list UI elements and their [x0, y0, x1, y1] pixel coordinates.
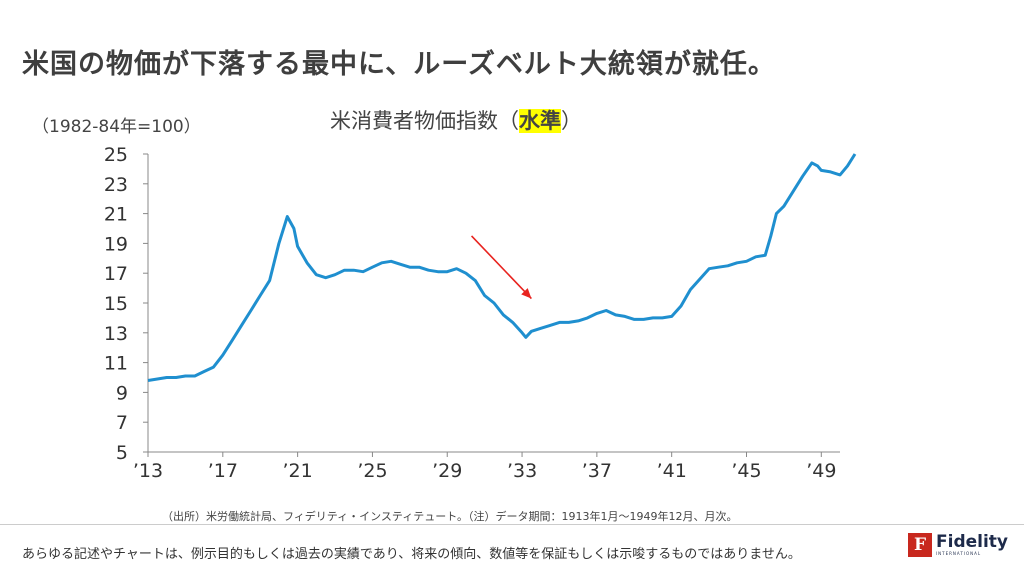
disclaimer-text: あらゆる記述やチャートは、例示目的もしくは過去の実績であり、将来の傾向、数値等を… — [22, 547, 801, 562]
chart-title: 米消費者物価指数（水準） — [330, 105, 582, 135]
cpi-series-line — [147, 153, 857, 382]
y-tick-label: 23 — [104, 174, 128, 196]
x-tick-label: ’41 — [657, 460, 687, 482]
chart-title-suffix: ） — [561, 109, 582, 133]
y-tick-label: 13 — [104, 323, 128, 345]
x-tick-label: ’25 — [357, 460, 387, 482]
source-note: （出所）米労働統計局、フィデリティ・インスティテュート。（注）データ期間：191… — [162, 510, 738, 523]
x-tick-label: ’45 — [731, 460, 761, 482]
y-tick-label: 15 — [104, 293, 128, 315]
y-tick-label: 5 — [116, 442, 128, 464]
x-tick-label: ’17 — [208, 460, 238, 482]
logo-subtitle: INTERNATIONAL — [936, 551, 982, 556]
annotation-arrow-head — [521, 288, 532, 299]
fidelity-logo-icon: F — [908, 533, 932, 557]
y-tick-label: 21 — [104, 204, 128, 226]
chart-title-highlight: 水準 — [519, 109, 561, 133]
x-tick-label: ’29 — [432, 460, 462, 482]
chart-title-prefix: 米消費者物価指数（ — [330, 109, 519, 133]
x-tick-label: ’33 — [507, 460, 537, 482]
x-tick-label: ’13 — [133, 460, 163, 482]
y-axis-unit-label: （1982-84年=100） — [32, 117, 201, 137]
fidelity-logo-wordmark: Fidelity INTERNATIONAL — [936, 534, 1008, 556]
y-tick-label: 9 — [116, 382, 128, 404]
annotation-arrow-line — [470, 235, 532, 300]
y-tick-label: 17 — [104, 263, 128, 285]
slide-title: 米国の物価が下落する最中に、ルーズベルト大統領が就任。 — [22, 49, 776, 80]
footer-divider — [0, 524, 1024, 525]
fidelity-logo: F Fidelity INTERNATIONAL — [908, 533, 1008, 557]
y-tick-label: 7 — [116, 412, 128, 434]
x-tick-label: ’49 — [806, 460, 836, 482]
y-tick-label: 25 — [104, 144, 128, 166]
x-tick-label: ’37 — [582, 460, 612, 482]
logo-name: Fidelity — [936, 532, 1009, 552]
y-tick-label: 19 — [104, 233, 128, 255]
y-tick-label: 11 — [104, 353, 128, 375]
x-tick-label: ’21 — [283, 460, 313, 482]
